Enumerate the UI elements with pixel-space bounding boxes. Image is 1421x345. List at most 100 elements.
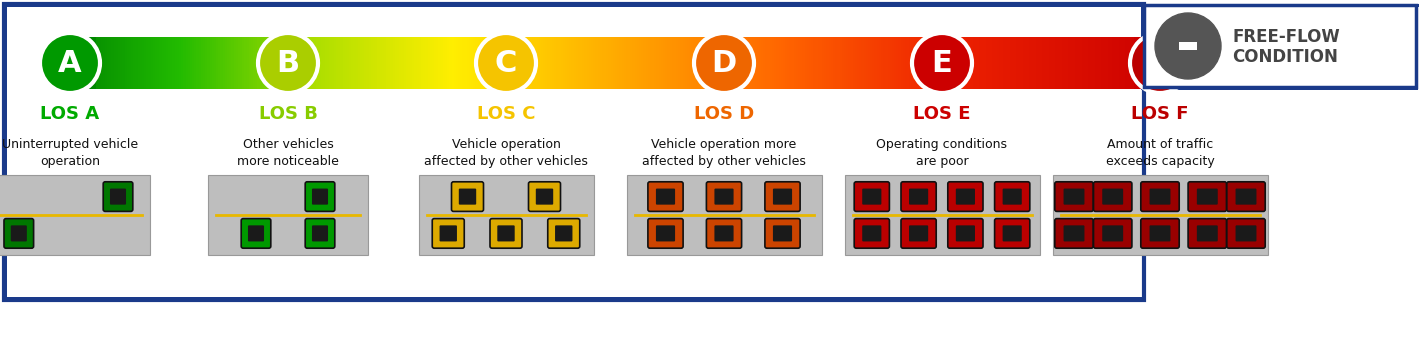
Bar — [848, 37, 851, 89]
Bar — [313, 37, 314, 89]
FancyBboxPatch shape — [995, 219, 1030, 248]
Bar — [432, 37, 435, 89]
Bar — [1106, 37, 1108, 89]
Bar — [747, 37, 750, 89]
Bar — [358, 37, 361, 89]
FancyBboxPatch shape — [452, 182, 483, 211]
Bar — [109, 37, 112, 89]
Bar — [148, 37, 151, 89]
Bar — [114, 37, 117, 89]
Bar — [530, 37, 533, 89]
Bar — [968, 37, 971, 89]
FancyBboxPatch shape — [556, 225, 573, 241]
Bar — [844, 175, 1040, 255]
Bar — [449, 37, 452, 89]
Bar — [807, 37, 810, 89]
Ellipse shape — [44, 37, 97, 89]
Bar — [439, 37, 441, 89]
Bar — [844, 37, 847, 89]
Bar — [142, 37, 145, 89]
Bar — [301, 37, 304, 89]
FancyBboxPatch shape — [439, 225, 458, 241]
Bar — [757, 37, 759, 89]
Bar — [486, 37, 489, 89]
Bar — [817, 37, 820, 89]
Bar — [648, 37, 651, 89]
Bar — [362, 37, 365, 89]
Bar — [155, 37, 158, 89]
Bar — [946, 37, 949, 89]
Bar — [1042, 37, 1044, 89]
Bar — [922, 37, 925, 89]
Bar — [770, 37, 773, 89]
Bar — [135, 37, 138, 89]
Bar — [126, 37, 129, 89]
Bar — [578, 37, 581, 89]
Bar — [705, 37, 708, 89]
FancyBboxPatch shape — [1235, 225, 1256, 241]
Bar — [1009, 37, 1012, 89]
Bar — [458, 37, 460, 89]
Bar — [168, 37, 171, 89]
Bar — [944, 37, 946, 89]
Bar — [608, 37, 611, 89]
Bar — [719, 37, 722, 89]
Bar — [813, 37, 816, 89]
Bar — [277, 37, 280, 89]
Bar — [1012, 37, 1015, 89]
Bar — [774, 37, 777, 89]
Bar — [102, 37, 105, 89]
Bar — [387, 37, 389, 89]
Bar — [855, 37, 857, 89]
Bar — [1029, 37, 1032, 89]
Circle shape — [476, 33, 536, 93]
Bar — [462, 37, 465, 89]
Bar — [1415, 7, 1418, 90]
Bar — [831, 37, 834, 89]
Bar — [631, 37, 632, 89]
Bar — [701, 37, 703, 89]
Bar — [541, 37, 544, 89]
Bar — [996, 37, 999, 89]
Bar — [195, 37, 198, 89]
Text: LOS B: LOS B — [259, 105, 317, 123]
Bar — [1080, 37, 1081, 89]
Bar — [828, 37, 831, 89]
Bar — [691, 37, 693, 89]
Text: C: C — [495, 49, 517, 78]
Bar — [800, 37, 803, 89]
Bar — [796, 37, 799, 89]
Bar — [266, 37, 269, 89]
Bar — [588, 37, 591, 89]
Bar — [327, 37, 330, 89]
Bar — [1036, 37, 1039, 89]
Bar — [811, 37, 814, 89]
Bar — [860, 37, 863, 89]
Bar — [645, 37, 648, 89]
Bar — [1155, 37, 1158, 89]
Bar — [1070, 37, 1073, 89]
Bar — [391, 37, 394, 89]
Bar — [816, 37, 818, 89]
Bar — [223, 37, 226, 89]
Bar — [696, 37, 698, 89]
Bar — [787, 37, 790, 89]
Bar — [620, 37, 622, 89]
Bar — [1135, 37, 1138, 89]
Bar — [735, 37, 737, 89]
Bar — [215, 37, 216, 89]
Bar — [733, 37, 736, 89]
Bar — [88, 37, 90, 89]
Bar — [1032, 37, 1034, 89]
Bar — [153, 37, 155, 89]
Bar — [959, 37, 962, 89]
FancyBboxPatch shape — [1150, 189, 1171, 205]
Bar — [469, 37, 472, 89]
Bar — [90, 37, 92, 89]
Bar — [537, 37, 539, 89]
Bar — [497, 37, 500, 89]
Bar — [200, 37, 203, 89]
Text: E: E — [932, 49, 952, 78]
Bar — [310, 37, 313, 89]
Bar — [229, 37, 232, 89]
